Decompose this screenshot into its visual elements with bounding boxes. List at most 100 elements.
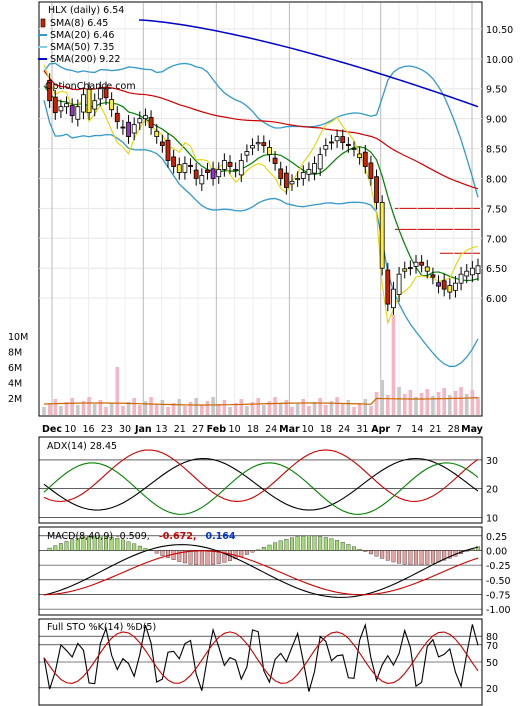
volume-bar (335, 397, 339, 415)
macd-histogram-bar (222, 550, 227, 563)
volume-bar (464, 394, 469, 415)
volume-bar (357, 403, 362, 415)
volume-bar (115, 367, 120, 415)
volume-tick-label: 6M (8, 363, 22, 374)
volume-bar (59, 406, 63, 415)
macd-histogram-bar (132, 543, 137, 551)
macd-tick-label: 0.00 (486, 546, 507, 557)
sma-200-line (138, 19, 479, 108)
candle (205, 162, 210, 180)
macd-histogram-bar (104, 536, 108, 551)
volume-bar (109, 403, 114, 415)
candle (329, 134, 334, 150)
x-tick-label: 14 (411, 424, 423, 435)
adx-panel-frame (38, 436, 483, 524)
candle-body (75, 106, 81, 120)
macd-histogram-bar (430, 550, 435, 564)
legend-label: SMA(200) 9.22 (50, 54, 120, 65)
volume-bar (132, 398, 136, 415)
volume-bar (81, 401, 86, 415)
price-tick-label: 7.50 (486, 204, 507, 215)
candle (126, 115, 131, 144)
candle-body (261, 142, 267, 146)
volume-axis: 10M 8M 6M 4M 2M (8, 332, 28, 405)
candle (402, 261, 408, 279)
macd-histogram-bar (64, 541, 69, 551)
sto-tick-label: 20 (486, 684, 498, 695)
macd-histogram-bar (442, 550, 447, 561)
macd-histogram-bar (312, 535, 317, 551)
candle-body (216, 169, 222, 178)
x-tick-label: 10 (229, 424, 241, 435)
macd-histogram-bar (397, 550, 402, 564)
candle (340, 129, 346, 150)
macd-histogram-bar (70, 539, 75, 551)
candle (221, 153, 227, 177)
candle-body (137, 118, 143, 124)
volume-bar (245, 406, 249, 415)
candle-body (81, 94, 86, 113)
candle (413, 255, 419, 274)
candle (86, 82, 92, 120)
candle (255, 135, 261, 151)
volume-bar (431, 396, 435, 415)
candle (351, 141, 357, 157)
candle-body (402, 268, 408, 272)
volume-tick-label: 4M (8, 379, 22, 390)
candle (210, 161, 216, 186)
adx-line (43, 457, 479, 511)
x-tick-label: 27 (192, 424, 204, 435)
volume-bar (402, 394, 407, 415)
candle-body (182, 163, 188, 173)
volume-bar (211, 397, 215, 415)
candle-body (351, 148, 357, 150)
volume-bar (121, 406, 125, 415)
candle (131, 117, 137, 141)
macd-histogram-bar (182, 550, 187, 564)
volume-bar (340, 404, 345, 415)
macd-histogram-bar (109, 536, 114, 551)
candle-body (171, 156, 177, 167)
candle (396, 267, 402, 302)
candle (176, 157, 182, 180)
sto-d-line (43, 631, 479, 684)
macd-histogram-bar (216, 550, 221, 564)
adx-tick-label: 20 (486, 485, 498, 496)
macd-histogram-bar (256, 549, 261, 551)
x-tick-label: May (461, 424, 484, 435)
x-tick-label: 18 (247, 424, 259, 435)
sto-label: Full STO %K(14) %D(5) (47, 622, 156, 633)
candle-body (413, 261, 419, 267)
macd-histogram-bar (87, 536, 92, 551)
candle (75, 99, 81, 127)
candle (143, 108, 148, 126)
candle-body (244, 151, 250, 156)
candle-body (295, 178, 301, 181)
macd-histogram-bar (267, 544, 272, 551)
macd-histogram-bar (414, 550, 418, 566)
macd-tick-label: -0.75 (486, 590, 511, 601)
volume-bar (154, 404, 159, 415)
candle (199, 168, 205, 192)
volume-bar (408, 390, 413, 415)
sma-50-line (43, 70, 479, 190)
candle (278, 161, 284, 186)
macd-histogram-bar (194, 550, 199, 565)
candle (441, 273, 447, 297)
x-tick-label: Jan (134, 424, 152, 435)
candle-body (419, 261, 425, 266)
candle (323, 138, 329, 157)
volume-bar (324, 405, 328, 415)
price-tick-label: 10.50 (486, 25, 513, 36)
candle-body (58, 106, 64, 112)
legend-label: SMA(20) 6.46 (50, 30, 114, 41)
sto-k-line (43, 622, 479, 692)
price-tick-label: 9.00 (486, 115, 507, 126)
volume-bar (448, 395, 452, 415)
sto-tick-label: 50 (486, 658, 498, 669)
macd-histogram-bar (290, 537, 294, 551)
volume-bar (301, 399, 306, 415)
macd-histogram-bar (273, 542, 278, 551)
candle-body (317, 154, 323, 170)
